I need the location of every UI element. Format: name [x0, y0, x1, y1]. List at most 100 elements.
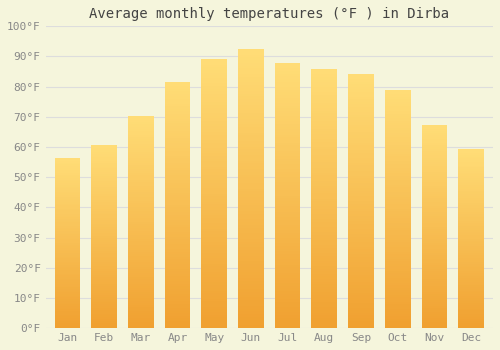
Bar [385, 264, 410, 266]
Bar [348, 305, 374, 308]
Bar [275, 105, 300, 108]
Bar [92, 275, 117, 277]
Bar [238, 191, 264, 194]
Bar [54, 327, 80, 328]
Bar [458, 209, 484, 210]
Bar [348, 102, 374, 105]
Bar [275, 302, 300, 304]
Bar [348, 196, 374, 198]
Bar [54, 313, 80, 315]
Bar [275, 288, 300, 291]
Bar [385, 209, 410, 211]
Bar [202, 107, 227, 110]
Bar [312, 118, 337, 121]
Bar [385, 302, 410, 304]
Bar [312, 238, 337, 240]
Bar [92, 246, 117, 247]
Bar [54, 168, 80, 169]
Bar [165, 316, 190, 318]
Bar [92, 249, 117, 251]
Bar [458, 203, 484, 205]
Bar [422, 281, 447, 284]
Bar [385, 156, 410, 159]
Bar [348, 323, 374, 326]
Bar [165, 89, 190, 91]
Bar [385, 176, 410, 178]
Bar [202, 191, 227, 194]
Bar [165, 175, 190, 178]
Bar [422, 316, 447, 318]
Bar [128, 294, 154, 296]
Bar [458, 166, 484, 167]
Bar [422, 129, 447, 131]
Bar [458, 317, 484, 319]
Bar [238, 312, 264, 314]
Bar [458, 255, 484, 257]
Bar [128, 224, 154, 226]
Bar [128, 188, 154, 190]
Bar [275, 209, 300, 211]
Bar [165, 303, 190, 306]
Bar [202, 277, 227, 280]
Bar [54, 236, 80, 238]
Bar [422, 145, 447, 147]
Bar [385, 285, 410, 288]
Bar [348, 270, 374, 272]
Bar [458, 169, 484, 171]
Bar [238, 214, 264, 217]
Bar [128, 250, 154, 252]
Bar [92, 304, 117, 306]
Bar [54, 321, 80, 323]
Bar [422, 257, 447, 259]
Bar [54, 304, 80, 306]
Bar [92, 253, 117, 255]
Bar [348, 232, 374, 234]
Bar [275, 233, 300, 236]
Bar [385, 145, 410, 147]
Bar [92, 205, 117, 207]
Bar [165, 166, 190, 168]
Bar [128, 275, 154, 277]
Bar [92, 180, 117, 181]
Bar [54, 176, 80, 178]
Bar [92, 306, 117, 308]
Bar [54, 226, 80, 228]
Bar [238, 309, 264, 312]
Bar [165, 291, 190, 294]
Bar [92, 286, 117, 288]
Bar [202, 218, 227, 220]
Bar [422, 131, 447, 133]
Bar [275, 74, 300, 76]
Bar [165, 252, 190, 254]
Bar [312, 271, 337, 274]
Bar [385, 218, 410, 221]
Bar [202, 164, 227, 167]
Bar [312, 274, 337, 276]
Bar [54, 195, 80, 197]
Bar [348, 132, 374, 135]
Bar [348, 105, 374, 107]
Bar [54, 274, 80, 275]
Bar [385, 268, 410, 271]
Bar [275, 219, 300, 222]
Bar [348, 275, 374, 277]
Bar [385, 206, 410, 209]
Bar [92, 299, 117, 301]
Bar [238, 236, 264, 239]
Bar [422, 143, 447, 145]
Bar [422, 168, 447, 170]
Bar [238, 292, 264, 295]
Bar [238, 85, 264, 88]
Bar [458, 294, 484, 296]
Bar [165, 230, 190, 232]
Bar [385, 149, 410, 152]
Bar [238, 119, 264, 121]
Bar [312, 199, 337, 201]
Bar [54, 175, 80, 176]
Bar [385, 118, 410, 121]
Bar [348, 130, 374, 132]
Bar [128, 322, 154, 324]
Bar [458, 193, 484, 194]
Bar [348, 74, 374, 77]
Bar [458, 278, 484, 280]
